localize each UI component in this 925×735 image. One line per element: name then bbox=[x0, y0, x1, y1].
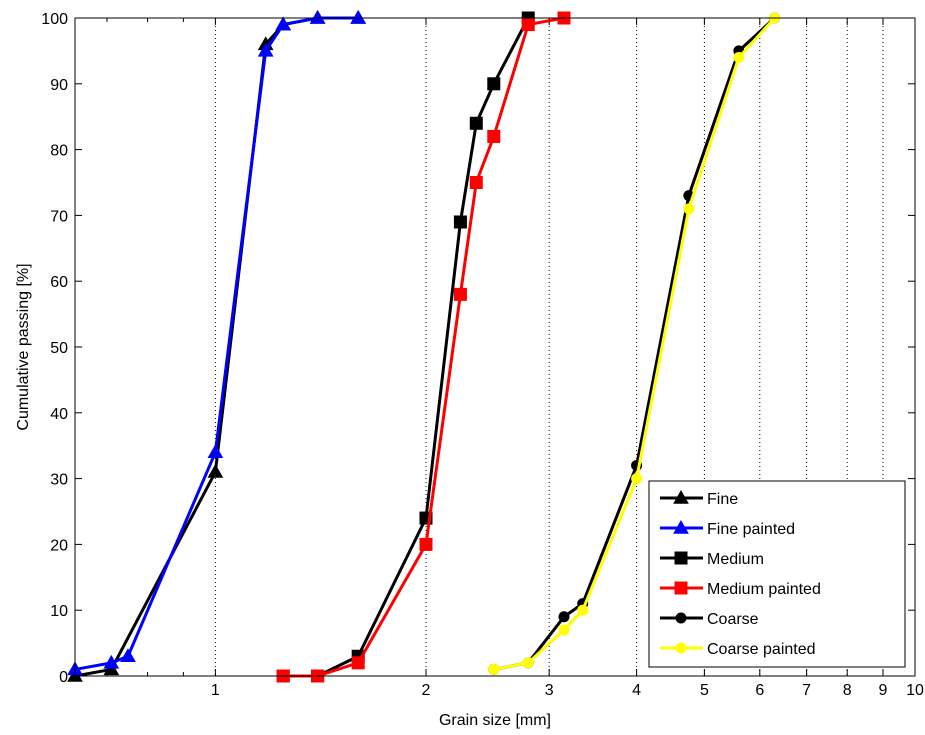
legend-label: Fine bbox=[707, 491, 738, 508]
data-point bbox=[120, 648, 136, 663]
y-tick-label: 20 bbox=[50, 537, 68, 554]
series-line bbox=[493, 16, 776, 671]
legend-marker bbox=[674, 551, 688, 565]
legend-marker bbox=[673, 489, 689, 504]
x-axis-label: Grain size [mm] bbox=[439, 712, 551, 729]
y-tick-label: 0 bbox=[59, 669, 68, 686]
plot-frame bbox=[74, 17, 916, 677]
legend-label: Fine painted bbox=[707, 521, 795, 538]
data-point bbox=[577, 604, 589, 616]
data-point bbox=[453, 287, 467, 301]
series-layer bbox=[67, 10, 781, 683]
x-tick-label: 8 bbox=[843, 682, 852, 699]
legend-marker bbox=[673, 519, 689, 534]
data-point bbox=[488, 663, 500, 675]
x-tick-label: 2 bbox=[422, 682, 431, 699]
legend-item: Medium bbox=[660, 551, 764, 568]
data-point bbox=[683, 203, 695, 215]
legend-box bbox=[648, 480, 906, 668]
legend-item: Coarse bbox=[660, 611, 759, 628]
data-point bbox=[351, 656, 365, 670]
data-point bbox=[558, 624, 570, 636]
y-tick-label: 40 bbox=[50, 406, 68, 423]
data-point bbox=[309, 10, 326, 24]
x-tick-label: 7 bbox=[802, 682, 811, 699]
data-point bbox=[469, 176, 483, 189]
data-point bbox=[487, 77, 501, 91]
y-tick-label: 80 bbox=[50, 143, 68, 160]
y-tick-label: 60 bbox=[50, 274, 68, 291]
data-point bbox=[275, 16, 292, 31]
series-coarse-painted bbox=[488, 12, 781, 675]
y-tick-label: 70 bbox=[50, 208, 68, 225]
data-point bbox=[103, 654, 120, 669]
y-tick-label: 50 bbox=[50, 340, 68, 357]
y-axis-label: Cumulative passing [%] bbox=[15, 263, 32, 430]
data-point bbox=[469, 116, 483, 130]
data-point bbox=[631, 473, 643, 485]
legend-label: Medium bbox=[707, 551, 764, 568]
y-tick-label: 90 bbox=[50, 77, 68, 94]
y-tick-label: 100 bbox=[41, 11, 68, 28]
x-tick-label: 5 bbox=[700, 682, 709, 699]
x-tick-label: 4 bbox=[632, 682, 641, 699]
x-tick-label: 6 bbox=[755, 682, 764, 699]
legend-label: Coarse bbox=[707, 611, 759, 628]
legend-item: Fine painted bbox=[660, 519, 795, 538]
data-point bbox=[207, 464, 224, 478]
x-tick-label: 3 bbox=[545, 682, 554, 699]
data-point bbox=[733, 51, 745, 63]
legend-label: Medium painted bbox=[707, 581, 821, 598]
data-point bbox=[522, 657, 534, 669]
data-point bbox=[487, 129, 501, 143]
data-point bbox=[350, 10, 367, 24]
data-point bbox=[453, 215, 467, 229]
legend-item: Medium painted bbox=[660, 581, 821, 598]
legend-marker bbox=[674, 581, 688, 595]
data-point bbox=[521, 18, 535, 32]
legend-label: Coarse painted bbox=[707, 641, 816, 658]
data-point bbox=[419, 537, 433, 551]
legend-marker bbox=[675, 612, 687, 624]
legend-item: Fine bbox=[660, 489, 738, 508]
x-tick-label: 9 bbox=[879, 682, 888, 699]
series-line bbox=[493, 16, 776, 671]
x-tick-label: 1 bbox=[211, 682, 220, 699]
y-tick-label: 10 bbox=[50, 603, 68, 620]
data-point bbox=[207, 444, 224, 459]
legend-item: Coarse painted bbox=[660, 641, 816, 658]
data-point bbox=[558, 611, 570, 623]
legend-marker bbox=[675, 642, 687, 654]
x-tick-label: 10 bbox=[906, 682, 924, 699]
series-medium-painted bbox=[276, 11, 571, 683]
y-tick-label: 30 bbox=[50, 472, 68, 489]
legend: Fine Fine painted Medium Medium painted Coar… bbox=[648, 480, 906, 668]
data-point bbox=[257, 42, 274, 57]
